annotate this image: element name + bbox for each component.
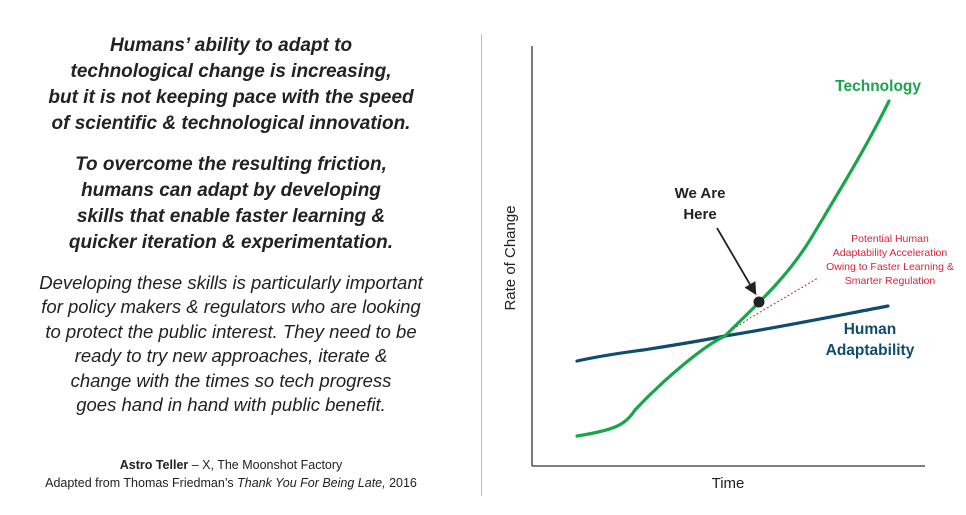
quote-line: quicker iteration & experimentation.	[68, 232, 394, 253]
potential-label-line-4: Smarter Regulation	[845, 275, 936, 287]
we-are-here-label-line-1: We Are	[675, 185, 726, 202]
quote-line: Humans’ ability to adapt to	[109, 35, 353, 56]
quote-paragraph-1: Humans’ ability to adapt to technologica…	[0, 33, 462, 137]
attribution-source-line: Adapted from Thomas Friedman’s Thank You…	[0, 474, 462, 492]
vertical-divider	[481, 34, 482, 496]
quote-line: skills that enable faster learning &	[76, 206, 386, 227]
quote-paragraph-2: To overcome the resulting friction, huma…	[0, 152, 462, 256]
quote-panel: Humans’ ability to adapt to technologica…	[0, 0, 462, 515]
source-year: 2016	[385, 476, 417, 490]
quote-line: ready to try new approaches, iterate &	[74, 345, 388, 367]
quote-line: To overcome the resulting friction,	[75, 154, 387, 175]
attribution-author-line: Astro Teller – X, The Moonshot Factory	[0, 456, 462, 474]
source-prefix: Adapted from Thomas Friedman’s	[45, 476, 238, 490]
human-adaptability-label-line-2: Adaptability	[826, 342, 915, 359]
quote-line: to protect the public interest. They nee…	[45, 320, 417, 342]
quote-line: humans can adapt by developing	[81, 180, 381, 201]
source-book-title: Thank You For Being Late,	[237, 476, 386, 490]
quote-line: change with the times so tech progress	[70, 369, 392, 391]
author-name: Astro Teller	[119, 458, 189, 472]
potential-label-line-1: Potential Human	[851, 233, 929, 245]
we-are-here-label-line-2: Here	[683, 206, 716, 223]
we-are-here-arrow	[716, 227, 757, 296]
technology-label: Technology	[835, 78, 921, 95]
we-are-here-marker	[753, 296, 765, 308]
potential-label-line-2: Adaptability Acceleration	[833, 247, 948, 259]
human-adaptability-label-line-1: Human	[844, 321, 897, 338]
technology-curve	[575, 99, 891, 438]
x-axis-label: Time	[712, 475, 745, 492]
quote-line: of scientific & technological innovation…	[51, 113, 411, 134]
human-adaptability-line	[575, 304, 890, 363]
quote-line: technological change is increasing,	[70, 61, 392, 82]
quote-line: but it is not keeping pace with the spee…	[48, 87, 414, 108]
y-axis-label: Rate of Change	[502, 205, 519, 310]
potential-label-line-3: Owing to Faster Learning &	[826, 261, 954, 273]
rate-of-change-diagram: Rate of Change Time Technology We Are He…	[502, 46, 954, 492]
quote-paragraph-3: Developing these skills is particularly …	[0, 271, 462, 417]
author-affiliation: – X, The Moonshot Factory	[188, 458, 343, 472]
quote-line: goes hand in hand with public benefit.	[76, 394, 386, 416]
quote-line: for policy makers & regulators who are l…	[41, 296, 421, 318]
attribution: Astro Teller – X, The Moonshot Factory A…	[0, 456, 462, 492]
quote-line: Developing these skills is particularly …	[39, 272, 423, 293]
potential-acceleration-line	[722, 277, 819, 337]
